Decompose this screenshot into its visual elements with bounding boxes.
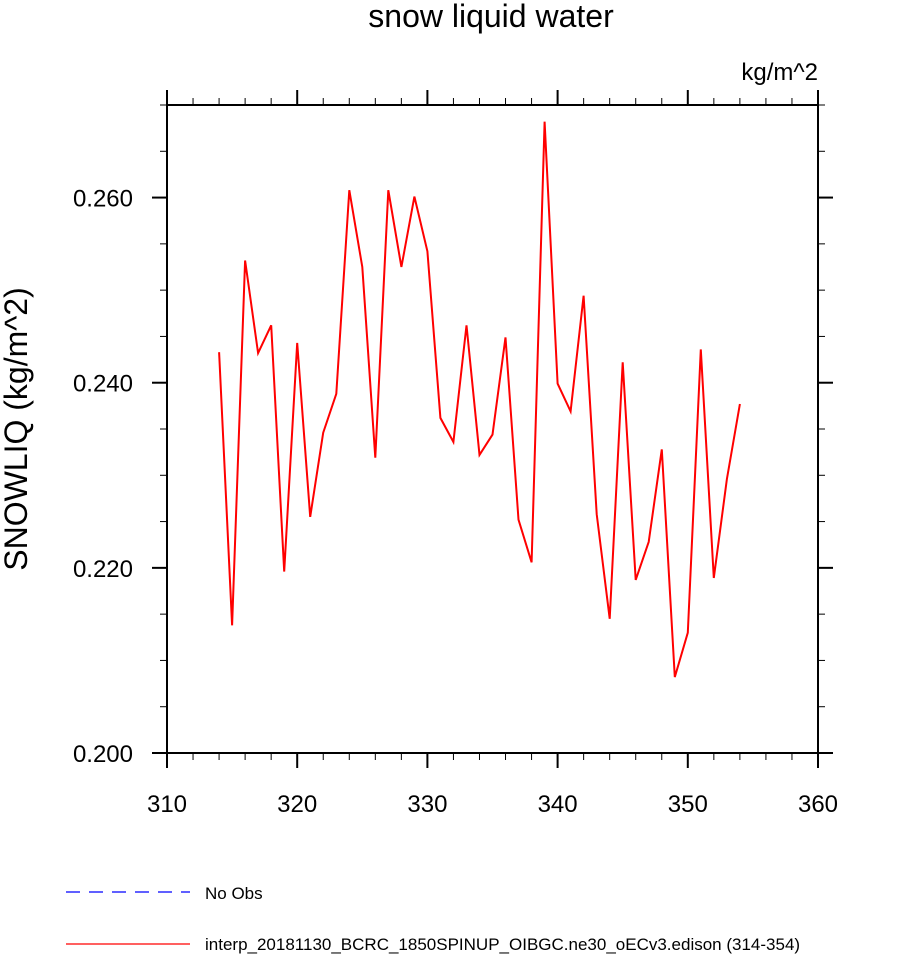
x-tick-labels: 310 320 330 340 350 360: [147, 791, 838, 818]
legend: No Obs interp_20181130_BCRC_1850SPINUP_O…: [66, 884, 800, 954]
chart-title: snow liquid water: [368, 0, 614, 34]
units-label: kg/m^2: [741, 59, 818, 86]
series-group: [218, 121, 741, 678]
minor-ticks: [160, 98, 825, 760]
legend-label-no-obs: No Obs: [205, 884, 263, 903]
major-ticks: [152, 90, 833, 768]
x-tick-label: 330: [407, 791, 447, 818]
legend-label-model: interp_20181130_BCRC_1850SPINUP_OIBGC.ne…: [205, 935, 800, 954]
y-tick-label: 0.200: [73, 741, 133, 768]
x-tick-label: 340: [538, 791, 578, 818]
plot-frame: [166, 104, 819, 754]
y-tick-label: 0.260: [73, 186, 133, 213]
series-line-1: [218, 121, 741, 678]
y-axis-label: SNOWLIQ (kg/m^2): [0, 287, 34, 570]
y-tick-label: 0.220: [73, 556, 133, 583]
x-tick-label: 360: [798, 791, 838, 818]
x-tick-label: 350: [668, 791, 708, 818]
x-tick-label: 320: [277, 791, 317, 818]
x-tick-label: 310: [147, 791, 187, 818]
y-tick-labels: 0.200 0.220 0.240 0.260: [73, 186, 133, 768]
y-tick-label: 0.240: [73, 371, 133, 398]
